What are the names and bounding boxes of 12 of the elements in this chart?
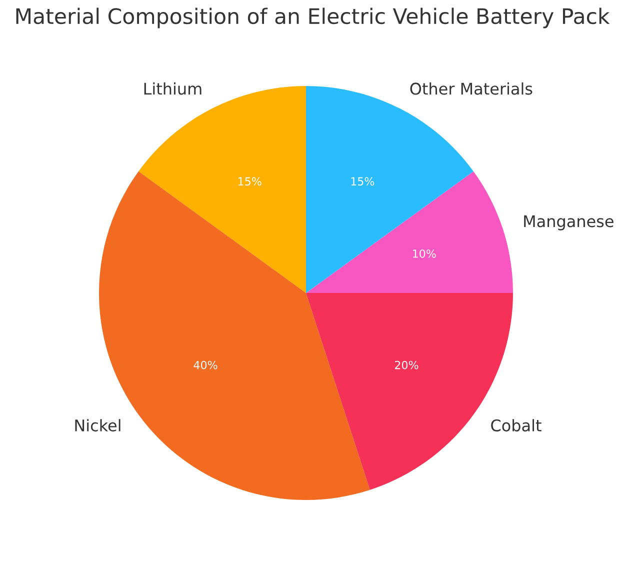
- slice-label: Manganese: [524, 215, 614, 230]
- pie-slice: [306, 171, 513, 293]
- data-label: 40%: [194, 360, 218, 370]
- data-label: 20%: [394, 360, 418, 370]
- data-label: 15%: [351, 177, 374, 186]
- slice-label: Lithium: [144, 82, 202, 95]
- data-label: 15%: [238, 177, 262, 186]
- slice-label: Nickel: [75, 419, 120, 432]
- chart-title: Material Composition of an Electric Vehicle Battery Pack: [16, 8, 610, 28]
- slice-label: Other Materials: [410, 82, 532, 95]
- slice-label: Cobalt: [491, 419, 542, 432]
- data-label: 10%: [412, 249, 436, 258]
